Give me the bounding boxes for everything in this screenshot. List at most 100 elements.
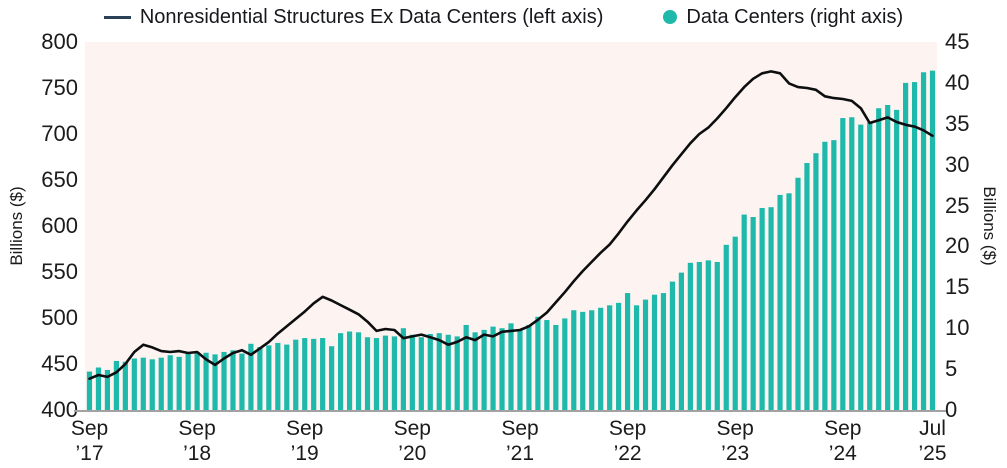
bar — [418, 337, 424, 410]
bar — [553, 324, 559, 410]
bar — [714, 261, 720, 410]
left-axis-tick: 650 — [41, 167, 78, 192]
bar — [903, 82, 909, 410]
bar — [248, 343, 254, 410]
left-axis-tick: 500 — [41, 305, 78, 330]
left-axis-tick-labels: 800 750 700 650 600 550 500 450 400 — [0, 0, 78, 468]
left-axis-tick: 600 — [41, 213, 78, 238]
right-axis-tick: 0 — [945, 397, 958, 422]
bar — [409, 334, 415, 410]
bar — [445, 334, 451, 410]
bar — [696, 261, 702, 410]
bar — [795, 177, 801, 410]
bar — [338, 333, 344, 410]
bar — [616, 302, 622, 410]
line-series-marker-icon — [103, 15, 131, 19]
legend-label-data-centers: Data Centers (right axis) — [686, 5, 904, 28]
right-axis-tick-labels: 45 40 35 30 25 20 15 10 5 0 — [945, 0, 1007, 468]
right-axis-tick: 30 — [945, 151, 970, 177]
bar — [535, 316, 541, 410]
right-axis-tick: 45 — [945, 29, 970, 54]
bar — [346, 331, 353, 410]
bar — [391, 336, 398, 410]
x-axis-tick: Sep ’23 — [716, 417, 754, 465]
bar — [508, 323, 514, 410]
bar — [382, 335, 389, 410]
bar — [302, 338, 308, 410]
bar — [284, 344, 290, 410]
left-axis-tick: 450 — [41, 351, 78, 376]
bar — [167, 355, 173, 410]
bar — [526, 324, 532, 410]
bar — [544, 320, 550, 410]
left-axis-tick: 550 — [41, 259, 78, 284]
bar — [436, 333, 442, 410]
left-axis-tick: 750 — [41, 75, 78, 100]
bar — [490, 326, 496, 410]
bar — [364, 337, 371, 410]
bar — [239, 353, 245, 410]
bar — [858, 124, 864, 410]
bar — [454, 336, 460, 410]
bar — [813, 153, 819, 410]
bar — [642, 299, 649, 410]
bar — [257, 347, 263, 410]
bar — [355, 332, 362, 410]
bar — [203, 352, 209, 410]
legend-label-nonresidential: Nonresidential Structures Ex Data Center… — [139, 5, 604, 28]
x-axis-tick: Sep ’18 — [178, 417, 216, 465]
left-axis-tick: 800 — [41, 29, 78, 54]
bar — [929, 70, 936, 410]
bar — [849, 117, 855, 410]
bar — [140, 357, 146, 410]
bar — [158, 357, 164, 410]
bar — [920, 72, 927, 410]
bar — [275, 342, 281, 410]
bar — [777, 194, 783, 410]
bar — [221, 351, 227, 410]
bar — [633, 305, 640, 410]
legend-item-nonresidential-line: Nonresidential Structures Ex Data Center… — [103, 5, 604, 29]
x-axis-tick-labels: Sep ’17 Sep ’18 Sep ’19 Sep ’20 Sep ’21 Sep ’22 Sep’… — [71, 417, 947, 467]
right-axis-tick: 15 — [945, 274, 970, 300]
right-axis-tick: 35 — [945, 110, 970, 136]
x-axis-tick: Sep ’21 — [501, 417, 539, 465]
bar — [481, 329, 487, 410]
bar — [759, 208, 765, 410]
bar — [894, 109, 900, 410]
bar — [741, 214, 747, 410]
bar — [589, 310, 595, 410]
bar — [427, 333, 433, 410]
bar — [122, 361, 128, 410]
bar — [911, 82, 918, 410]
bar — [230, 350, 236, 410]
bar — [95, 367, 102, 410]
bar — [113, 360, 119, 410]
legend-item-data-centers: Data Centers (right axis) — [663, 6, 903, 29]
bar — [571, 310, 577, 410]
bar — [598, 307, 604, 410]
x-axis-tick: Sep ’17 — [70, 417, 109, 465]
bar — [266, 345, 272, 410]
data-centers-bars — [86, 70, 936, 410]
left-axis-tick: 700 — [41, 121, 78, 146]
bar — [293, 339, 299, 410]
bar — [885, 104, 891, 410]
x-axis-tick: Jul ’25 — [918, 417, 947, 465]
chart-legend: Nonresidential Structures Ex Data Center… — [0, 2, 1007, 32]
right-axis-tick: 25 — [945, 192, 970, 218]
bar — [687, 262, 693, 410]
x-axis-line — [74, 410, 946, 412]
right-axis-tick: 5 — [945, 356, 958, 382]
bar — [104, 369, 111, 410]
bar — [185, 353, 191, 410]
bar — [194, 351, 200, 410]
bar — [804, 163, 810, 410]
bar — [320, 338, 326, 410]
bar — [750, 217, 756, 410]
bar — [786, 193, 792, 410]
bar — [373, 338, 380, 410]
right-axis-tick: 40 — [945, 69, 970, 95]
bar — [517, 329, 523, 410]
